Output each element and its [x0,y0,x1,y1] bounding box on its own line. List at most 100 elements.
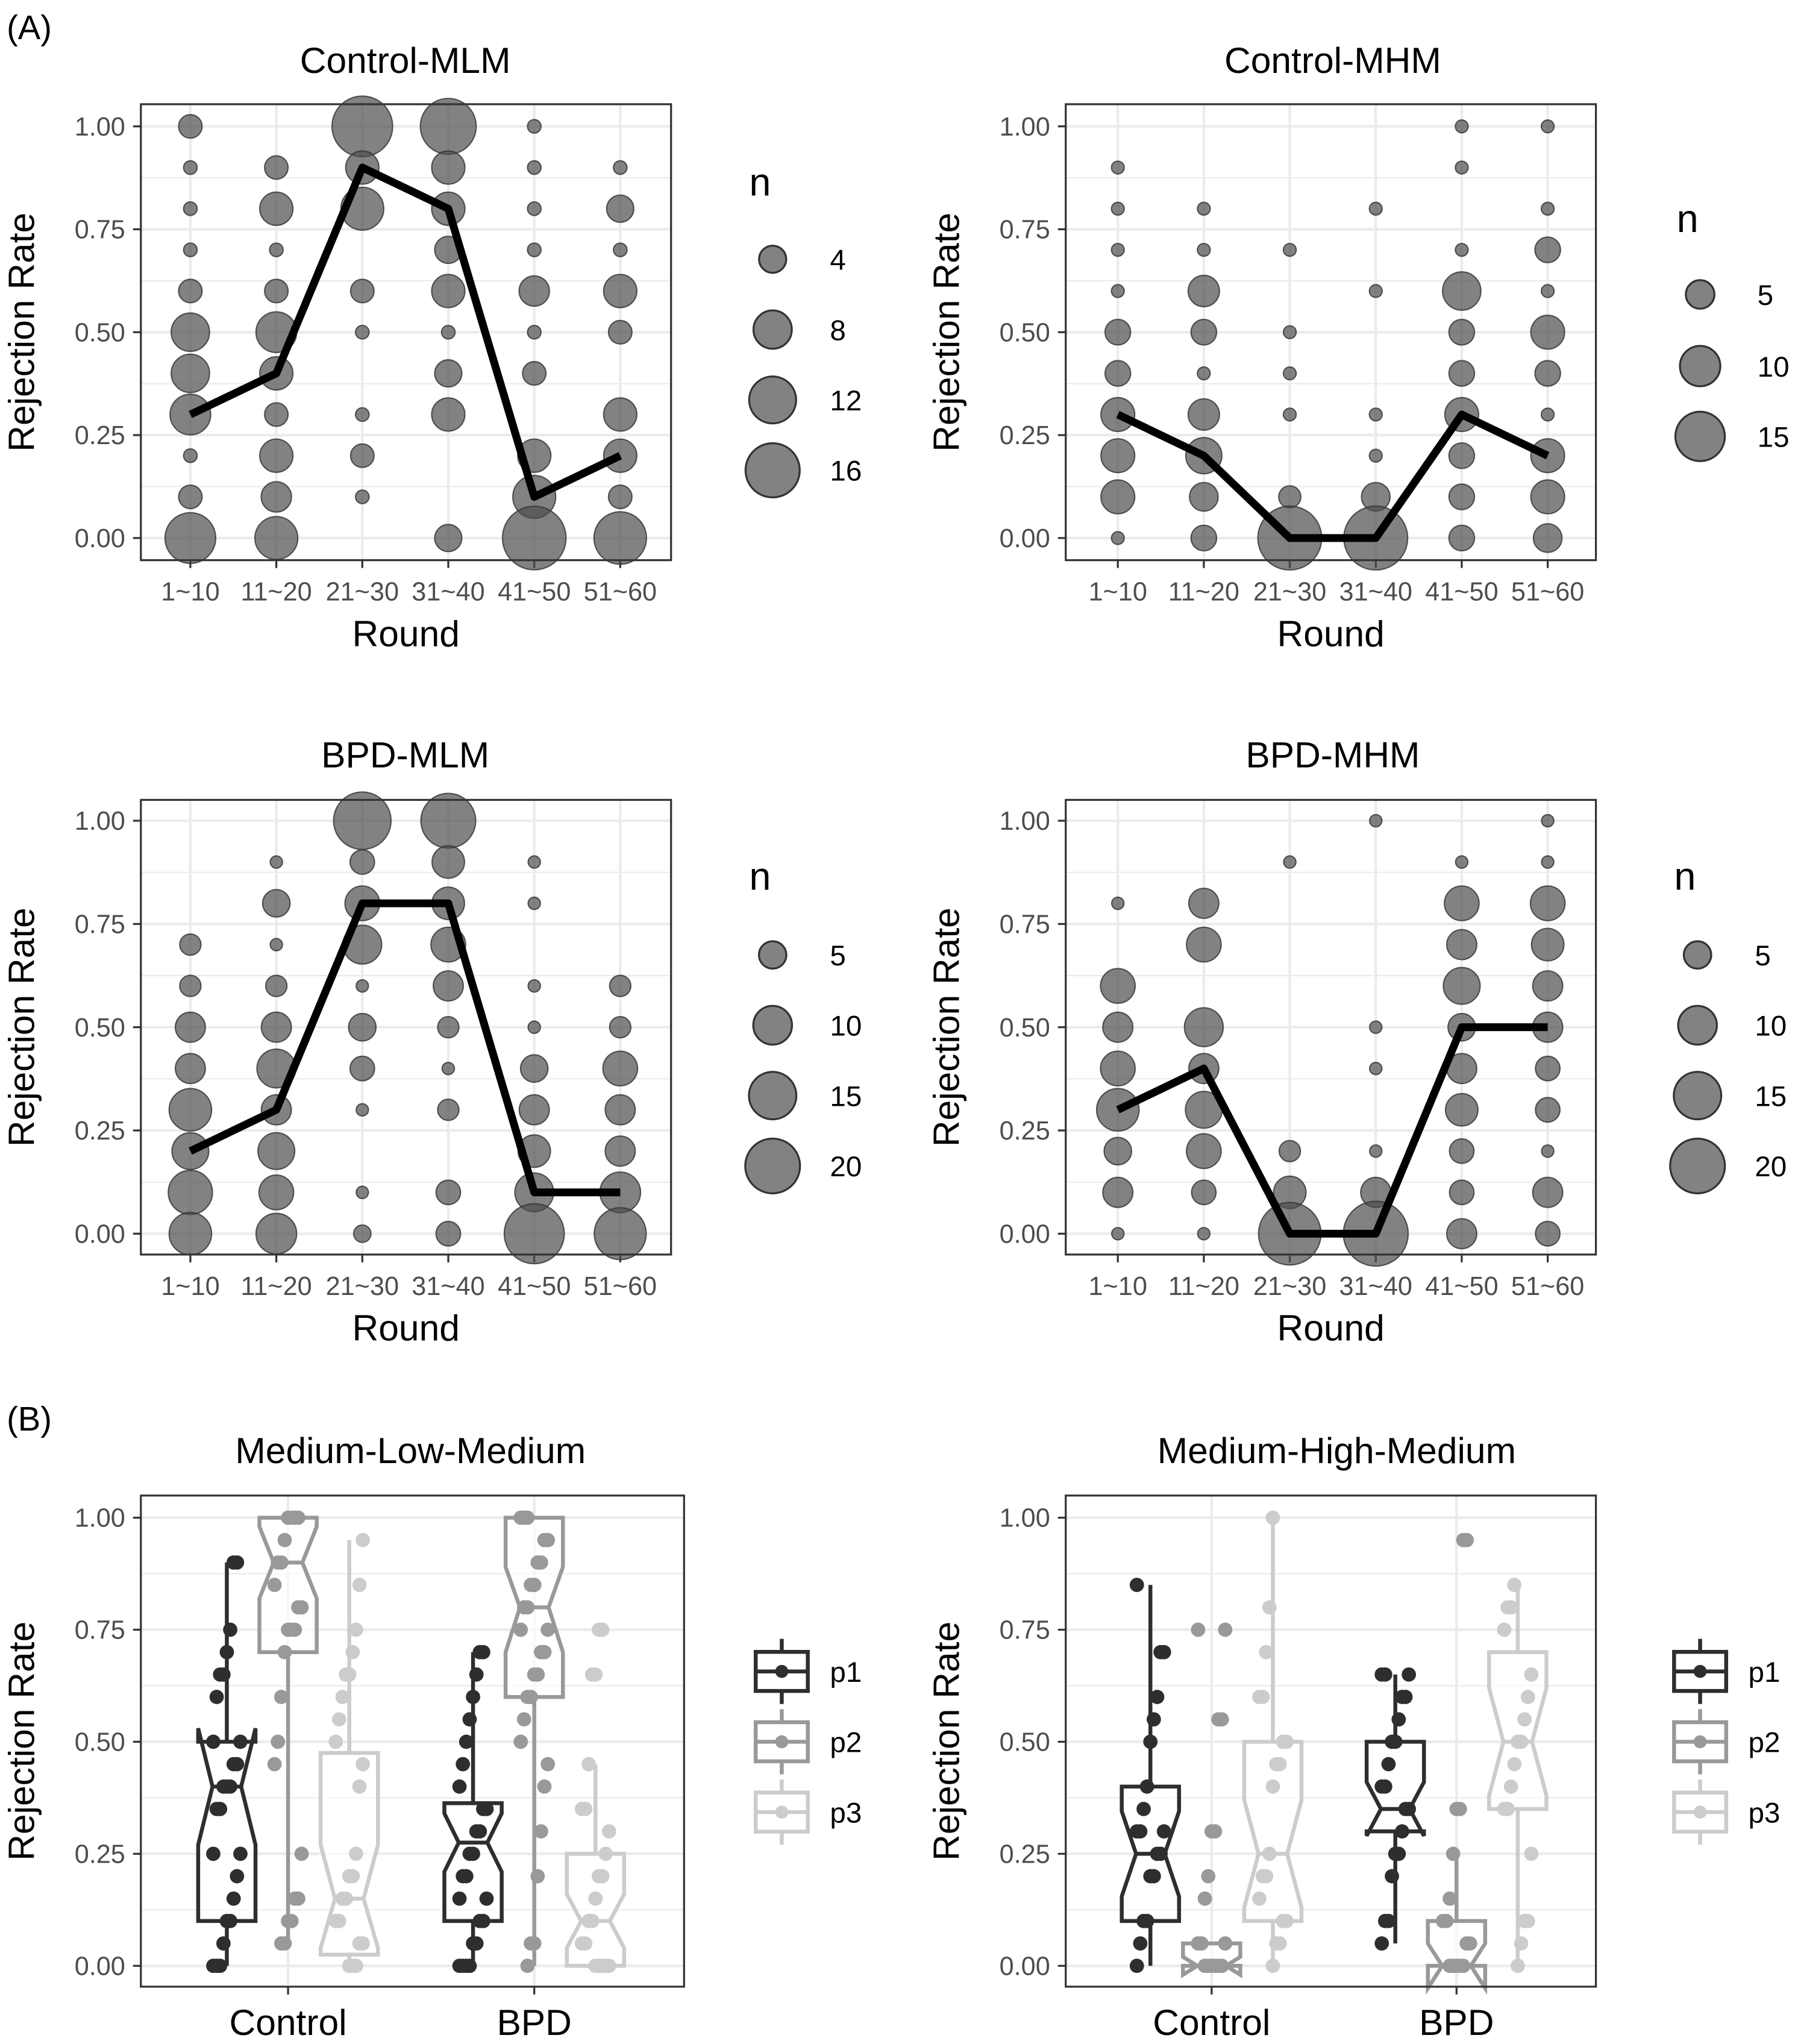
data-point-p3 [331,1712,346,1727]
data-point-p3 [349,1846,363,1861]
legend-size-key [757,940,788,970]
data-point [183,242,198,257]
data-point [269,242,284,257]
data-point-p3 [601,1958,616,1973]
data-point [1446,1218,1477,1250]
mean-line [189,899,621,1197]
data-point-p1 [1129,1958,1144,1973]
x-tick-label: 41~50 [1425,1272,1498,1301]
data-point [1534,360,1561,387]
data-point [1103,1136,1132,1166]
legend-label: 5 [1755,940,1770,972]
data-point-p2 [1197,1891,1212,1906]
x-tick-label: 21~30 [326,1272,399,1301]
data-point-p3 [601,1824,616,1839]
data-point [269,938,283,951]
data-point-p1 [452,1779,467,1794]
data-point [1191,1179,1217,1206]
data-point-p1 [233,1734,248,1749]
x-tick-label: 1~10 [161,1272,219,1301]
data-point [527,979,541,993]
plot-border [1065,1494,1597,1988]
y-axis-title: Rejection Rate [926,1622,966,1861]
data-point [354,489,370,504]
data-point [437,1015,460,1039]
data-point [527,855,541,869]
data-point [1197,366,1211,381]
data-point-p3 [1503,1600,1518,1615]
data-point-p2 [1439,1914,1454,1928]
data-point-p1 [466,1690,480,1704]
data-point [1442,967,1481,1005]
data-point-p2 [1446,1846,1461,1861]
data-point-p2 [287,1622,302,1637]
data-point [1190,524,1218,552]
data-point [1534,236,1561,263]
data-point [1100,438,1136,474]
data-point-p1 [1156,1824,1171,1839]
data-point-p3 [1262,1846,1277,1861]
data-point-p1 [1391,1846,1406,1861]
legend-label: 15 [1755,1080,1787,1112]
data-point-p2 [537,1779,552,1794]
data-point-p1 [466,1846,480,1861]
data-point [356,1185,369,1200]
chart-title-mlm: Medium-Low-Medium [235,1430,586,1471]
data-point [604,1135,636,1167]
data-point-p1 [223,1914,237,1928]
data-point [1189,481,1219,512]
data-point [264,155,289,180]
data-point [527,324,542,340]
data-point-p1 [1153,1846,1168,1861]
legend-key-point [775,1735,789,1749]
data-point-p3 [1252,1891,1267,1906]
data-point-p2 [277,1936,292,1951]
data-point [1532,970,1564,1002]
data-point [356,1103,369,1117]
chart-title-bpd-mhm: BPD-MHM [1245,734,1420,775]
data-point [259,191,294,226]
plot-border [140,1494,685,1988]
data-point-p1 [459,1734,474,1749]
data-point [1448,319,1476,346]
legend-size-key [1673,1071,1723,1121]
data-point [503,1203,565,1265]
data-point [260,481,292,513]
data-point-p2 [1214,1712,1229,1727]
legend-size-key [744,442,801,499]
data-point [255,1212,298,1255]
data-point-p2 [277,1532,292,1547]
data-point [1282,242,1297,257]
y-tick-label: 0.00 [75,1952,125,1981]
data-point [1448,360,1476,387]
data-point-p3 [345,1644,360,1660]
data-point-p1 [1136,1802,1151,1816]
legend-label: 10 [1758,351,1790,383]
data-point [179,933,202,956]
data-point-p1 [1139,1779,1154,1794]
legend-title: n [1674,854,1696,898]
data-point-p2 [294,1846,309,1861]
data-point [254,516,299,560]
data-point-p1 [1402,1667,1417,1682]
legend-label: p3 [1749,1797,1781,1829]
data-point [1197,201,1211,216]
y-tick-label: 0.00 [1000,524,1050,553]
chart-title-mhm: Medium-High-Medium [1157,1430,1516,1471]
data-point-p3 [352,1779,367,1794]
data-point-p3 [588,1667,603,1682]
data-point [352,1224,372,1243]
data-point [603,397,637,432]
notched-box-p1 [442,1801,504,1923]
data-point-p1 [1129,1578,1144,1593]
data-point [1448,442,1476,469]
data-point-p1 [479,1891,494,1906]
chart-title-control-mlm: Control-MLM [300,40,511,81]
data-point [264,278,289,304]
data-point-p1 [459,1869,474,1884]
legend-label: 15 [1758,422,1790,454]
plot-border [1065,798,1597,1256]
data-point [258,1174,295,1211]
data-point [174,1011,206,1043]
